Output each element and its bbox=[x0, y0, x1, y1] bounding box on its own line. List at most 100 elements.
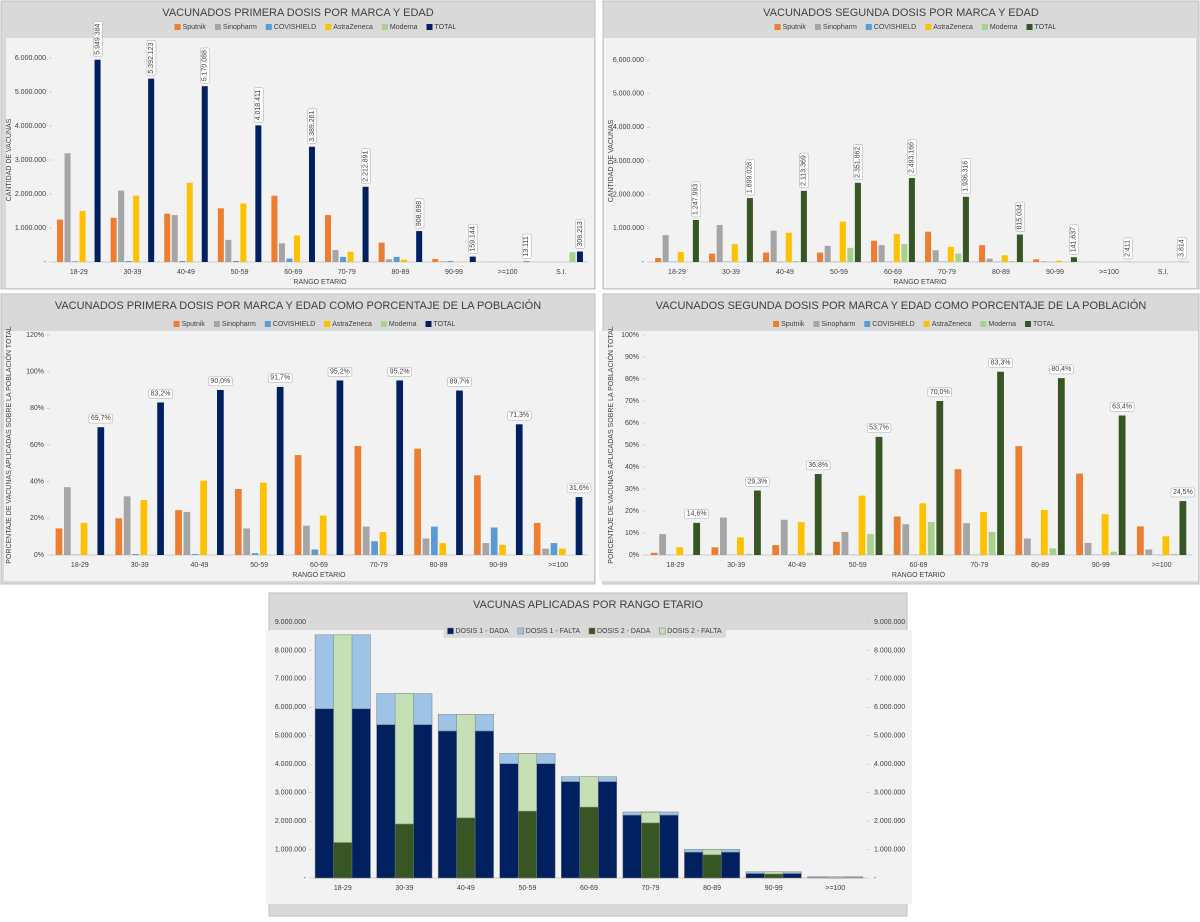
x-axis-title: RANGO ETARIO bbox=[893, 279, 947, 286]
bar bbox=[1110, 552, 1117, 555]
value-label: 70,0% bbox=[930, 389, 950, 396]
bar bbox=[72, 261, 78, 262]
bar bbox=[132, 554, 139, 555]
x-tick-label: 40-49 bbox=[190, 562, 208, 569]
legend-swatch bbox=[324, 321, 330, 327]
bar bbox=[431, 527, 438, 555]
y-tick-label: 6.000.000 bbox=[275, 704, 306, 711]
value-label: 1.936.316 bbox=[963, 161, 970, 192]
x-tick-label: 30-39 bbox=[131, 562, 149, 569]
bar bbox=[243, 528, 250, 555]
bar bbox=[491, 528, 498, 556]
x-tick-label: S.I. bbox=[556, 269, 567, 276]
value-label: 91,7% bbox=[270, 375, 290, 382]
bar bbox=[499, 545, 506, 555]
bar bbox=[855, 183, 861, 262]
bar bbox=[184, 512, 191, 555]
y-tick-label: 3.000.000 bbox=[275, 790, 306, 797]
value-label: 3.389.261 bbox=[309, 111, 316, 142]
bar bbox=[309, 147, 315, 262]
bar bbox=[997, 372, 1004, 555]
x-tick-label: 18-29 bbox=[668, 269, 686, 276]
bar bbox=[955, 469, 962, 555]
bar bbox=[294, 235, 300, 262]
bar bbox=[919, 503, 926, 555]
x-axis-title: RANGO ETARIO bbox=[892, 572, 946, 579]
legend-label: Sinopharm bbox=[223, 24, 257, 31]
stacked-bar-segment bbox=[703, 855, 721, 878]
x-tick-label: 50-59 bbox=[830, 269, 848, 276]
x-tick-label: 18-29 bbox=[666, 562, 684, 569]
value-label: 3.814 bbox=[1179, 239, 1186, 257]
bar bbox=[817, 253, 823, 262]
legend-label: AstraZeneca bbox=[333, 24, 373, 31]
bar bbox=[771, 231, 777, 262]
bar bbox=[781, 520, 788, 555]
legend-swatch bbox=[980, 321, 986, 327]
y2-tick-label: 6.000.000 bbox=[874, 704, 905, 711]
value-label: 29,3% bbox=[748, 478, 768, 485]
legend-swatch bbox=[866, 24, 872, 30]
x-tick-label: 40-49 bbox=[776, 269, 794, 276]
y-tick-label: 100% bbox=[26, 369, 44, 376]
legend-swatch bbox=[659, 628, 665, 634]
y-tick-label: 4.000.000 bbox=[275, 761, 306, 768]
x-tick-label: >=100 bbox=[1099, 269, 1119, 276]
chart-title: VACUNADOS PRIMERA DOSIS POR MARCA Y EDAD bbox=[162, 7, 433, 19]
bar bbox=[65, 153, 71, 262]
y-axis-title: CANTIDAD DE VACUNAS bbox=[608, 119, 615, 202]
value-label: 2.493.166 bbox=[909, 142, 916, 173]
bar bbox=[95, 60, 101, 262]
bar bbox=[559, 549, 566, 555]
bar bbox=[1102, 514, 1109, 555]
bar bbox=[1041, 510, 1048, 555]
bar bbox=[164, 214, 170, 262]
bar bbox=[355, 446, 362, 555]
value-label: 1.899.028 bbox=[747, 162, 754, 193]
legend-label: Sputnik bbox=[781, 321, 805, 328]
bar bbox=[867, 534, 874, 555]
bar bbox=[64, 487, 71, 555]
x-tick-label: 90-99 bbox=[445, 269, 463, 276]
bar bbox=[414, 449, 421, 555]
bar bbox=[240, 204, 246, 262]
bar bbox=[482, 543, 489, 555]
y-tick-label: 60% bbox=[625, 420, 639, 427]
bar bbox=[987, 259, 993, 262]
legend-label: DOSIS 1 - DADA bbox=[456, 628, 510, 635]
y-tick-label: 6.000.000 bbox=[15, 55, 46, 62]
x-tick-label: >=100 bbox=[498, 269, 518, 276]
bar bbox=[569, 252, 575, 262]
bar bbox=[576, 497, 583, 555]
bar bbox=[902, 524, 909, 555]
x-tick-label: 50-59 bbox=[849, 562, 867, 569]
bar bbox=[1002, 255, 1008, 262]
bar bbox=[842, 532, 849, 555]
bar bbox=[577, 252, 583, 262]
bar bbox=[320, 516, 327, 555]
bar bbox=[447, 261, 453, 262]
x-tick-label: 18-29 bbox=[70, 269, 88, 276]
legend-label: DOSIS 2 - DADA bbox=[597, 628, 651, 635]
bar bbox=[806, 553, 813, 555]
x-tick-label: 70-79 bbox=[370, 562, 388, 569]
bar bbox=[1017, 235, 1023, 262]
bar bbox=[386, 259, 392, 262]
bar bbox=[963, 197, 969, 262]
bar bbox=[279, 243, 285, 262]
bar bbox=[542, 549, 549, 555]
x-tick-label: 40-49 bbox=[177, 269, 195, 276]
legend-swatch bbox=[265, 321, 271, 327]
bar bbox=[456, 391, 463, 555]
bar bbox=[711, 547, 718, 555]
bar bbox=[516, 424, 523, 555]
x-tick-label: >=100 bbox=[1152, 562, 1172, 569]
bar bbox=[295, 455, 302, 555]
bar bbox=[651, 553, 658, 555]
bar bbox=[423, 539, 430, 556]
y-tick-label: 5.000.000 bbox=[613, 91, 644, 98]
bar bbox=[172, 215, 178, 262]
x-tick-label: 60-69 bbox=[910, 562, 928, 569]
legend-label: TOTAL bbox=[435, 24, 457, 31]
